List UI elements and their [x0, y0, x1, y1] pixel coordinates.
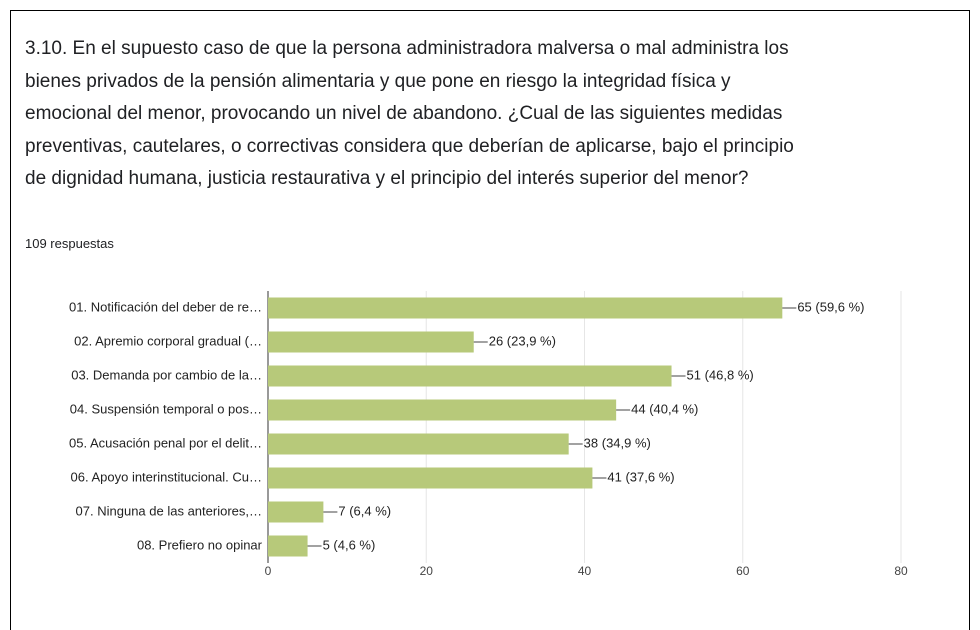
- y-tick-label: 03. Demanda por cambio de la…: [71, 367, 262, 382]
- data-label: 51 (46,8 %): [687, 367, 754, 382]
- x-tick-label: 20: [420, 564, 434, 578]
- bar: [268, 501, 324, 523]
- card-border: [10, 10, 970, 630]
- page: {"chart_data": {"type": "bar", "orientat…: [10, 10, 970, 630]
- bar: [268, 399, 617, 421]
- x-tick-label: 40: [578, 564, 592, 578]
- y-tick-label: 02. Apremio corporal gradual (…: [74, 333, 262, 348]
- data-label: 41 (37,6 %): [607, 469, 674, 484]
- data-label: 26 (23,9 %): [489, 333, 556, 348]
- data-label: 65 (59,6 %): [797, 299, 864, 314]
- bar: [268, 365, 672, 387]
- bar: [268, 331, 474, 353]
- chart: 0 20 40 60 80 01. Notificación del deber de r…: [69, 291, 908, 578]
- data-label: 5 (4,6 %): [323, 537, 376, 552]
- data-label: 38 (34,9 %): [584, 435, 651, 450]
- question-title: 3.10. En el supuesto caso de que la pers…: [25, 38, 794, 189]
- bar: [268, 467, 593, 489]
- bar: [268, 297, 783, 319]
- y-tick-label: 07. Ninguna de las anteriores,…: [76, 503, 262, 518]
- y-tick-label: 06. Apoyo interinstitucional. Cu…: [71, 469, 263, 484]
- x-tick-label: 60: [736, 564, 750, 578]
- y-tick-label: 05. Acusación penal por el delit…: [69, 435, 262, 450]
- bar: [268, 433, 569, 455]
- data-label: 44 (40,4 %): [631, 401, 698, 416]
- x-tick-label: 80: [894, 564, 908, 578]
- y-tick-label: 01. Notificación del deber de re…: [69, 299, 262, 314]
- y-tick-label: 08. Prefiero no opinar: [137, 537, 263, 552]
- y-tick-label: 04. Suspensión temporal o pos…: [70, 401, 262, 416]
- data-label: 7 (6,4 %): [338, 503, 391, 518]
- bar: [268, 535, 308, 557]
- response-count: 109 respuestas: [25, 236, 114, 251]
- x-tick-label: 0: [265, 564, 272, 578]
